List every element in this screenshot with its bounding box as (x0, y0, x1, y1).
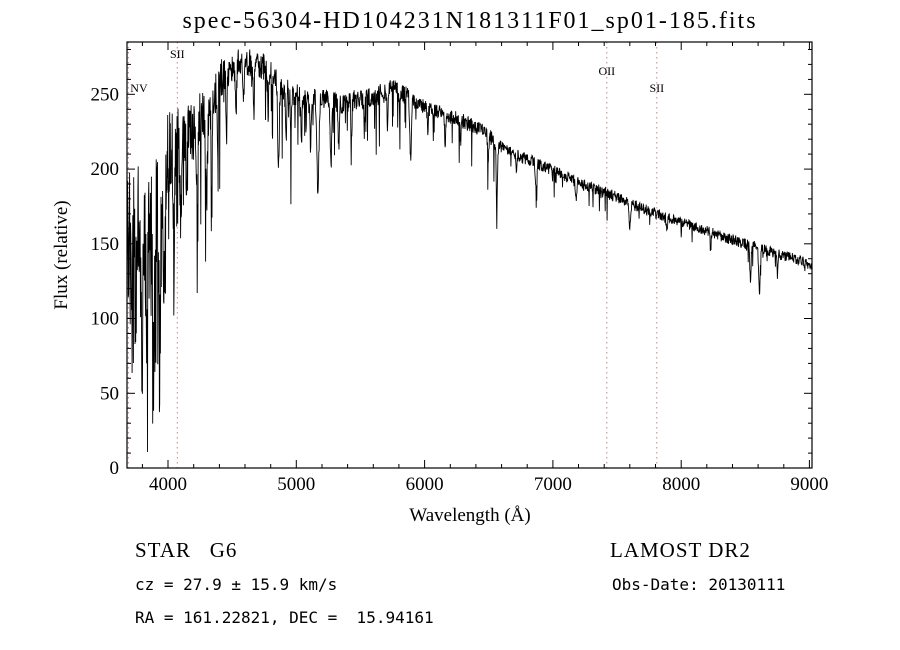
x-tick-label: 9000 (790, 474, 828, 495)
x-tick-label: 6000 (406, 474, 444, 495)
cz-text: cz = 27.9 ± 15.9 km/s (135, 575, 338, 594)
y-tick-label: 100 (91, 309, 120, 330)
y-tick-label: 250 (91, 84, 120, 105)
y-tick-label: 150 (91, 234, 120, 255)
line-marker-label: NV (130, 81, 148, 95)
y-tick-label: 0 (110, 458, 120, 479)
plot-frame (126, 41, 813, 469)
object-class-text: STAR G6 (135, 538, 238, 562)
obs-date-text: Obs-Date: 20130111 (612, 575, 786, 594)
spectrum-line (126, 49, 813, 453)
y-tick-label: 50 (100, 383, 119, 404)
x-tick-label: 5000 (277, 474, 315, 495)
line-marker-label: SII (649, 81, 664, 95)
line-marker-label: OII (598, 64, 615, 78)
y-tick-label: 200 (91, 159, 120, 180)
ra-dec-text: RA = 161.22821, DEC = 15.94161 (135, 608, 434, 627)
plot-title: spec-56304-HD104231N181311F01_sp01-185.f… (182, 8, 758, 34)
y-axis-label: Flux (relative) (51, 200, 72, 310)
x-tick-label: 4000 (149, 474, 187, 495)
line-marker-label: SII (170, 47, 185, 61)
survey-text: LAMOST DR2 (610, 538, 751, 562)
x-axis-label: Wavelength (Å) (409, 505, 531, 526)
x-tick-label: 7000 (534, 474, 572, 495)
x-tick-label: 8000 (662, 474, 700, 495)
